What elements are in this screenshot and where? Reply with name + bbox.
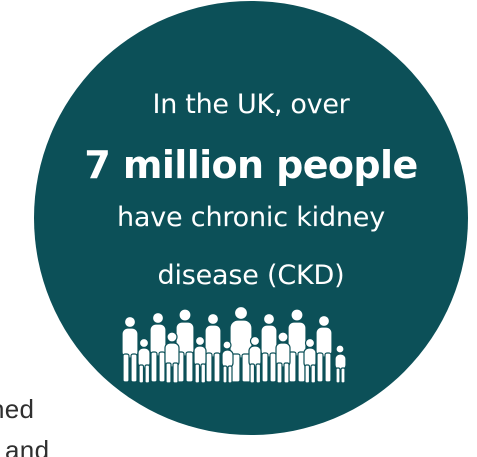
person-adult-6 bbox=[260, 312, 278, 383]
background-text-line-2: t and bbox=[0, 435, 50, 457]
person-child-4 bbox=[221, 340, 234, 384]
person-child-3 bbox=[193, 335, 207, 384]
ckd-stat-circle: In the UK, over 7 million people have ch… bbox=[34, 1, 468, 435]
person-child-7 bbox=[303, 337, 317, 384]
person-adult-7 bbox=[287, 308, 307, 383]
person-adult-2 bbox=[149, 311, 167, 383]
person-adult-5 bbox=[229, 307, 253, 383]
person-adult-1 bbox=[121, 315, 139, 383]
person-adult-4 bbox=[204, 312, 222, 383]
person-child-2 bbox=[164, 331, 180, 384]
stat-description-line-1: have chronic kidney bbox=[116, 202, 386, 233]
stat-description-line-2: disease (CKD) bbox=[157, 260, 345, 291]
person-child-5 bbox=[248, 335, 262, 384]
stat-intro: In the UK, over bbox=[152, 89, 350, 120]
person-child-6 bbox=[275, 331, 291, 384]
background-text-line-1: ned bbox=[0, 394, 35, 424]
person-adult-3 bbox=[175, 308, 195, 383]
stat-headline: 7 million people bbox=[84, 143, 418, 187]
person-child-1 bbox=[137, 337, 151, 384]
person-adult-8 bbox=[315, 314, 333, 383]
people-group-icon bbox=[121, 307, 347, 384]
person-child-8 bbox=[334, 344, 347, 384]
